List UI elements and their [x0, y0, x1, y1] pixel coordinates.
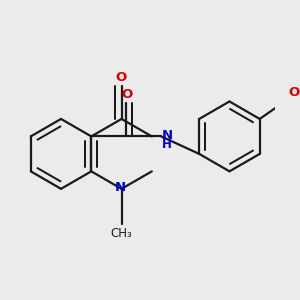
Text: CH₃: CH₃: [111, 227, 132, 240]
Text: N: N: [162, 129, 173, 142]
Text: N: N: [115, 182, 126, 194]
Text: O: O: [122, 88, 133, 101]
Text: O: O: [115, 71, 126, 84]
Text: H: H: [162, 138, 172, 151]
Text: O: O: [288, 86, 299, 99]
